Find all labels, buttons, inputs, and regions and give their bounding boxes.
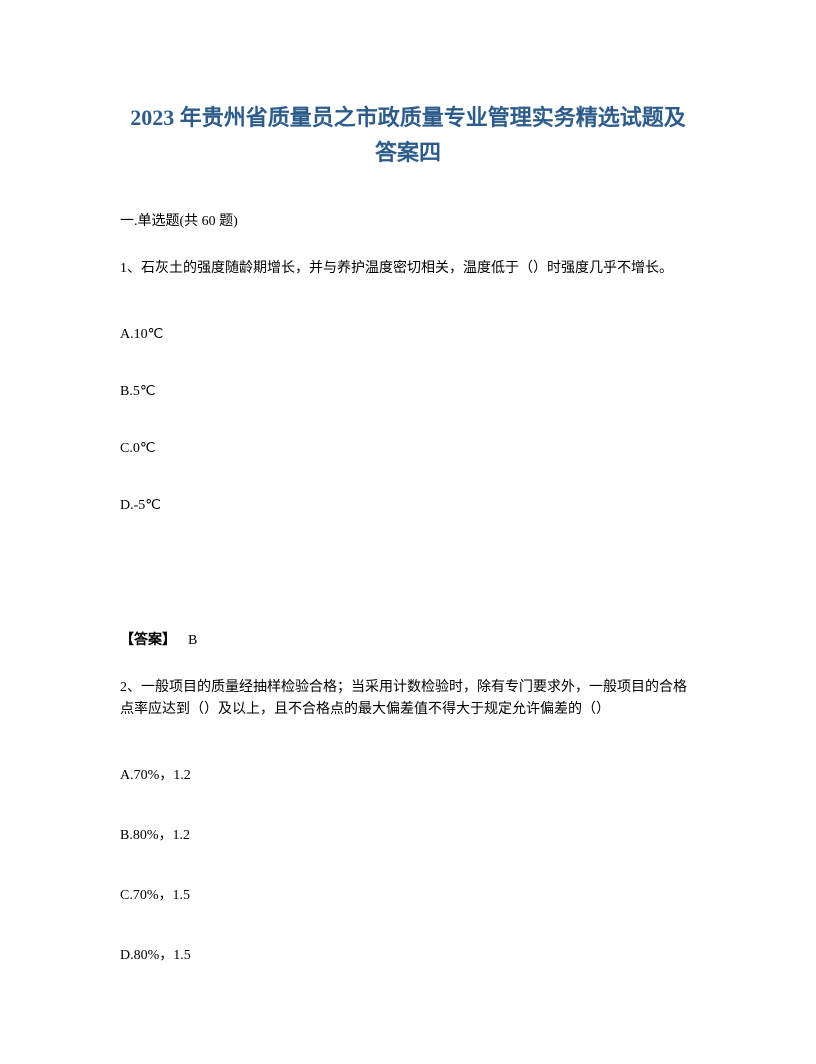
question2-option-d: D.80%，1.5 — [120, 944, 696, 964]
question1-option-d: D.-5℃ — [120, 497, 696, 514]
question1-answer: 【答案】 B — [120, 629, 696, 649]
question2-option-b: B.80%，1.2 — [120, 824, 696, 844]
question1-option-b: B.5℃ — [120, 383, 696, 400]
question2-option-a: A.70%，1.2 — [120, 764, 696, 784]
answer-value: B — [188, 633, 197, 648]
answer-label-text: 【答案】 — [120, 633, 176, 648]
section-header: 一.单选题(共 60 题) — [120, 210, 696, 230]
question1-option-c: C.0℃ — [120, 440, 696, 457]
question1-option-a: A.10℃ — [120, 326, 696, 343]
page-content: 2023 年贵州省质量员之市政质量专业管理实务精选试题及答案四 一.单选题(共 … — [0, 0, 816, 1064]
question1-text: 1、石灰土的强度随龄期增长，并与养护温度密切相关，温度低于（）时强度几乎不增长。 — [120, 258, 696, 280]
question2-option-c: C.70%，1.5 — [120, 884, 696, 904]
question2-text: 2、一般项目的质量经抽样检验合格；当采用计数检验时，除有专门要求外，一般项目的合… — [120, 677, 696, 722]
document-title: 2023 年贵州省质量员之市政质量专业管理实务精选试题及答案四 — [120, 100, 696, 170]
